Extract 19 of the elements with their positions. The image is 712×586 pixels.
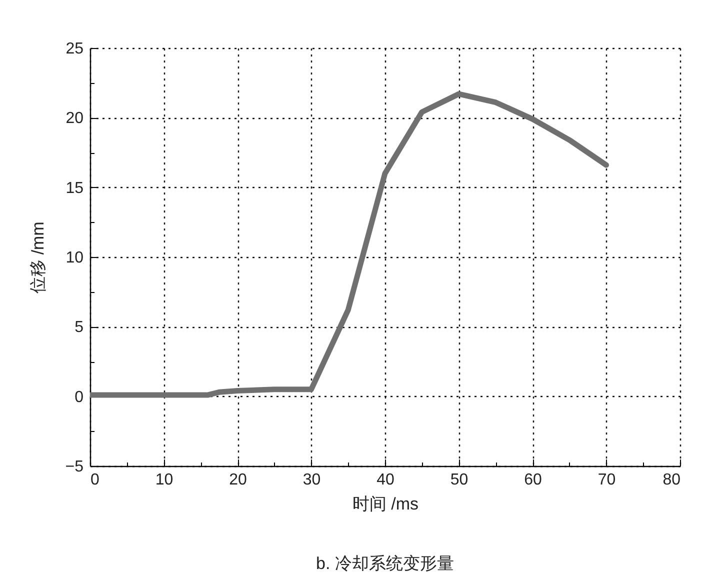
y-tick-label: 5: [74, 319, 84, 336]
x-tick-label: 0: [90, 472, 100, 488]
y-axis-title: 位移 /mm: [28, 222, 48, 294]
y-tick-label: 25: [66, 40, 84, 58]
y-tick-label: 15: [66, 180, 84, 197]
y-tick-label: 20: [66, 110, 84, 128]
y-tick-label: 10: [66, 250, 84, 266]
y-tick-label: 0: [74, 388, 84, 406]
y-tick-label: −5: [65, 458, 84, 476]
x-tick-label: 60: [524, 472, 542, 488]
x-tick-label: 40: [376, 472, 394, 488]
x-tick-label: 50: [450, 472, 468, 488]
x-tick-label: 70: [598, 472, 616, 488]
x-tick-label: 30: [302, 472, 321, 488]
x-tick-label: 80: [662, 472, 681, 488]
text: b. 冷却系统变形量: [316, 554, 454, 573]
x-tick-label: 20: [229, 472, 247, 488]
x-tick-label: 10: [155, 472, 174, 488]
x-axis-title: 时间 /ms: [352, 494, 419, 514]
